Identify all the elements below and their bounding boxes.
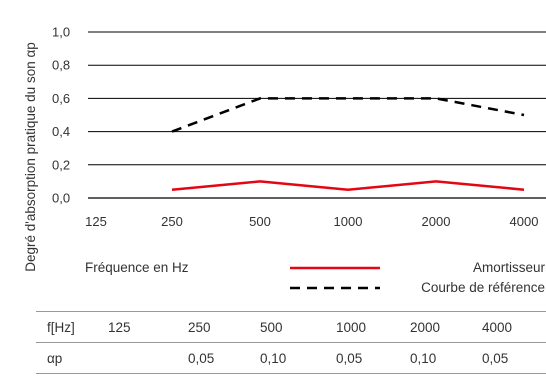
table-cell: 0,10	[410, 342, 482, 374]
table-cell: 0,05	[336, 342, 410, 374]
table-cell	[108, 342, 188, 374]
legend: Amortisseur Courbe de référence	[290, 260, 546, 295]
y-axis-label: Degré d'absorption pratique du son αp	[23, 42, 38, 272]
x-tick-label: 125	[85, 214, 107, 229]
table-row: αp 0,05 0,10 0,05 0,10 0,05	[36, 342, 546, 374]
grid-lines	[88, 31, 546, 199]
table-cell: 1000	[336, 311, 410, 343]
x-tick-label: 250	[161, 214, 183, 229]
series-lines	[171, 97, 525, 191]
y-tick-label: 1,0	[52, 25, 70, 40]
table-cell: 125	[108, 311, 188, 343]
table-cell: 0,05	[188, 342, 260, 374]
table-cell: 2000	[410, 311, 482, 343]
y-tick-labels: 0,0 0,2 0,4 0,6 0,8 1,0	[52, 25, 70, 206]
table-row: f[Hz] 125 250 500 1000 2000 4000	[36, 311, 546, 343]
table-cell: 250	[188, 311, 260, 343]
x-tick-label: 500	[249, 214, 271, 229]
x-tick-label: 4000	[510, 214, 539, 229]
x-tick-labels: 125 250 500 1000 2000 4000	[85, 214, 538, 229]
series-line-amortisseur	[171, 180, 525, 191]
series-line-reference	[171, 97, 525, 133]
y-tick-label: 0,8	[52, 58, 70, 73]
table-cell: 0,10	[260, 342, 336, 374]
legend-label-amortisseur: Amortisseur	[473, 260, 546, 275]
table-cell: 0,05	[482, 342, 546, 374]
y-tick-label: 0,0	[52, 191, 70, 206]
table-cell: 4000	[482, 311, 546, 343]
x-tick-label: 2000	[422, 214, 451, 229]
table-cell: 500	[260, 311, 336, 343]
frequency-table: f[Hz] 125 250 500 1000 2000 4000 αp 0,05…	[36, 311, 546, 374]
table-cell: αp	[36, 342, 108, 374]
y-tick-label: 0,2	[52, 157, 70, 172]
x-tick-label: 1000	[334, 214, 363, 229]
y-tick-label: 0,6	[52, 91, 70, 106]
x-axis-label: Fréquence en Hz	[85, 260, 189, 275]
table-cell: f[Hz]	[36, 311, 108, 343]
y-tick-label: 0,4	[52, 124, 70, 139]
absorption-chart: 0,0 0,2 0,4 0,6 0,8 1,0 125 250 500 1000 2000 4000…	[23, 25, 546, 295]
legend-label-reference: Courbe de référence	[421, 280, 545, 295]
